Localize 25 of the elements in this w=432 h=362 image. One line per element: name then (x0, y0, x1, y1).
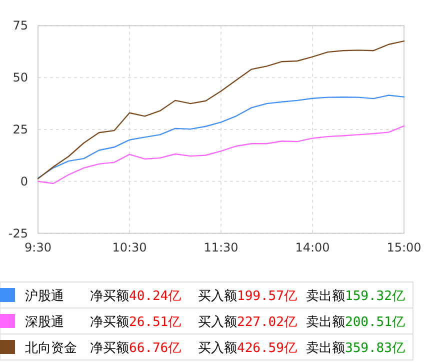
x-tick-label: 10:30 (112, 240, 147, 254)
y-tick-label: 25 (12, 122, 28, 136)
y-tick-label: -25 (8, 226, 28, 240)
text: 买入额227.02亿 (198, 315, 297, 330)
legend-label: 深股通 (25, 315, 64, 330)
x-tick-label: 14:00 (295, 240, 330, 254)
line-series (37, 125, 405, 184)
text: 卖出额359.83亿 (306, 341, 405, 356)
x-tick-label: 11:30 (204, 240, 238, 254)
text: 净买额40.24亿 (90, 289, 182, 304)
text: 卖出额200.51亿 (306, 315, 405, 330)
y-tick-label: 75 (12, 18, 28, 33)
line-series (37, 94, 405, 179)
legend-label: 北向资金 (25, 341, 77, 356)
x-tick-label: 15:00 (386, 240, 422, 254)
text: 买入额426.59亿 (198, 341, 297, 356)
legend-label: 沪股通 (25, 288, 64, 304)
y-tick-label: 50 (12, 70, 28, 85)
y-tick-label: 0 (20, 174, 28, 188)
text: 卖出额159.32亿 (306, 289, 405, 304)
line-series (37, 40, 405, 180)
text: 净买额66.76亿 (90, 341, 182, 356)
text: 净买额26.51亿 (90, 315, 182, 330)
x-tick-label: 9:30 (24, 240, 52, 254)
text: 买入额199.57亿 (198, 289, 297, 304)
